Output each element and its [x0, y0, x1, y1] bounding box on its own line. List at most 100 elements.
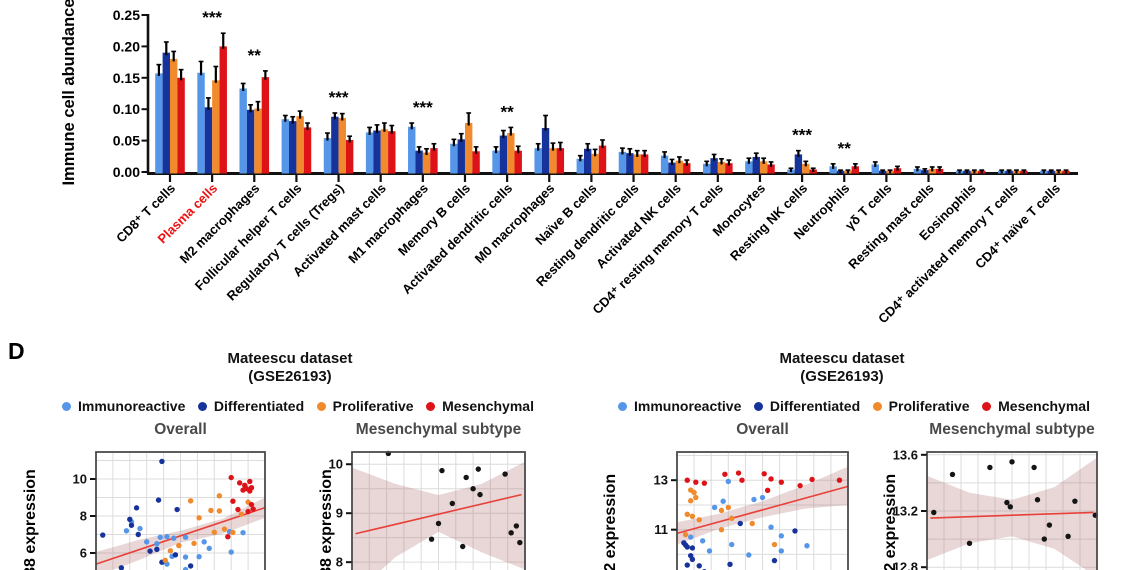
scatter-point-proliferative — [238, 511, 245, 517]
bar-immunoreactive — [871, 164, 879, 174]
scatter-points — [385, 450, 523, 550]
bar-differentiated — [162, 52, 170, 174]
category-label: Memory B cells — [395, 181, 473, 259]
y-tick-label: 10 — [329, 457, 343, 472]
bar-immunoreactive — [576, 158, 584, 174]
scatter-point-differentiated — [135, 531, 141, 538]
bar-mesenchymal — [177, 77, 185, 174]
scatter-point-mesenchymal — [235, 506, 241, 513]
category-label: M1 macrophages — [345, 181, 431, 267]
proliferative-dot-icon — [872, 401, 882, 411]
scatter-point-immunoreactive — [144, 539, 150, 545]
legend-item: Immunoreactive — [62, 398, 185, 414]
scatter-point-differentiated — [118, 565, 125, 570]
scatter-point-immunoreactive — [804, 543, 810, 549]
scatter-point-black — [460, 543, 466, 550]
y-tick-label: 13.6 — [893, 447, 918, 462]
confidence-band — [677, 466, 848, 545]
bar-differentiated — [457, 139, 465, 174]
legend-label: Immunoreactive — [78, 398, 186, 414]
bar-immunoreactive — [492, 150, 500, 174]
scatter-point-mesenchymal — [250, 506, 256, 512]
scatter-point-mesenchymal — [735, 470, 742, 476]
bar-group — [323, 112, 354, 174]
bar-proliferative — [675, 160, 684, 174]
scatter-point-differentiated — [133, 505, 140, 511]
scatter-point-proliferative — [691, 489, 697, 496]
scatter-point-black — [508, 530, 514, 536]
scatter-point-proliferative — [693, 494, 699, 501]
legend-label: Mesenchymal — [442, 398, 534, 414]
scatter-point-proliferative — [687, 498, 694, 504]
scatter-point-differentiated — [127, 516, 133, 523]
scatter-point-mesenchymal — [225, 534, 231, 540]
scatter-point-differentiated — [174, 506, 180, 513]
bar-immunoreactive — [534, 148, 542, 174]
bar-proliferative — [802, 163, 810, 174]
bar-proliferative — [422, 152, 431, 174]
gridlines — [96, 452, 265, 570]
bar-group — [829, 163, 860, 174]
bar-mesenchymal — [430, 148, 438, 174]
bar-mesenchymal — [767, 164, 775, 174]
scatter-point-mesenchymal — [761, 471, 767, 477]
bar-differentiated — [373, 130, 381, 174]
subplot-title-overall-cd38: Overall — [154, 421, 207, 438]
scatter-point-black — [517, 539, 523, 546]
mesenchymal-dot-icon — [982, 401, 992, 411]
significance-stars: ** — [248, 46, 262, 65]
scatter-point-black — [463, 474, 469, 481]
scatter-point-immunoreactive — [228, 549, 234, 555]
bar-mesenchymal — [556, 148, 565, 174]
scatter-point-black — [449, 500, 456, 507]
scatter-point-mesenchymal — [236, 480, 243, 486]
y-tick-label: 6 — [80, 545, 87, 560]
scatter-point-mesenchymal — [764, 487, 771, 494]
svg-text:0.25: 0.25 — [113, 7, 140, 23]
scatter-point-black — [1046, 522, 1053, 528]
bar-immunoreactive — [365, 132, 374, 174]
legend-label: Differentiated — [213, 398, 305, 414]
scatter-point-immunoreactive — [711, 504, 718, 511]
svg-text:0.15: 0.15 — [113, 70, 140, 86]
scatter-point-proliferative — [682, 531, 689, 538]
scatter-point-black — [428, 536, 435, 542]
svg-text:0.20: 0.20 — [113, 38, 140, 54]
bar-group — [576, 139, 607, 174]
bar-group — [998, 169, 1028, 174]
scatter-point-immunoreactive — [725, 478, 731, 485]
bar-proliferative — [759, 161, 768, 174]
category-label: Resting NK cells — [727, 181, 810, 264]
scatter-point-mesenchymal — [778, 479, 785, 485]
scatter-point-immunoreactive — [182, 554, 189, 560]
bar-proliferative — [633, 154, 641, 174]
trend-line — [355, 493, 522, 535]
scatter-point-mesenchymal — [240, 487, 246, 493]
scatter-point-proliferative — [689, 513, 696, 520]
bar-immunoreactive — [829, 166, 837, 174]
scatter-point-proliferative — [729, 515, 735, 521]
scatter-point-differentiated — [689, 556, 696, 563]
scatter-point-mesenchymal — [247, 478, 253, 485]
trend-line — [930, 511, 1094, 519]
scatter-point-immunoreactive — [729, 541, 735, 548]
dataset-subtitle-text: (GSE26193) — [800, 368, 884, 385]
bar-mesenchymal — [893, 168, 902, 174]
scatter-point-differentiated — [187, 563, 194, 569]
bar-group — [618, 147, 649, 174]
scatter-point-differentiated — [172, 552, 179, 558]
scatter-point-black — [1041, 536, 1047, 542]
bar-immunoreactive — [660, 155, 669, 174]
scatter-point-immunoreactive — [196, 553, 202, 560]
bar-group — [1040, 169, 1070, 174]
bar-group — [787, 149, 817, 174]
bar-mesenchymal — [472, 151, 480, 174]
immune-abundance-bar-chart: Immune cell abundance 0.25 0.20 0.15 0.10 0.0… — [60, 0, 1078, 326]
y-tick-label: 10 — [73, 472, 87, 487]
bar-differentiated — [752, 156, 760, 174]
legend-item: Differentiated — [753, 398, 860, 414]
bar-immunoreactive — [323, 138, 332, 174]
scatter-points — [100, 458, 256, 570]
scatter-point-proliferative — [718, 526, 725, 533]
confidence-band — [352, 461, 525, 570]
